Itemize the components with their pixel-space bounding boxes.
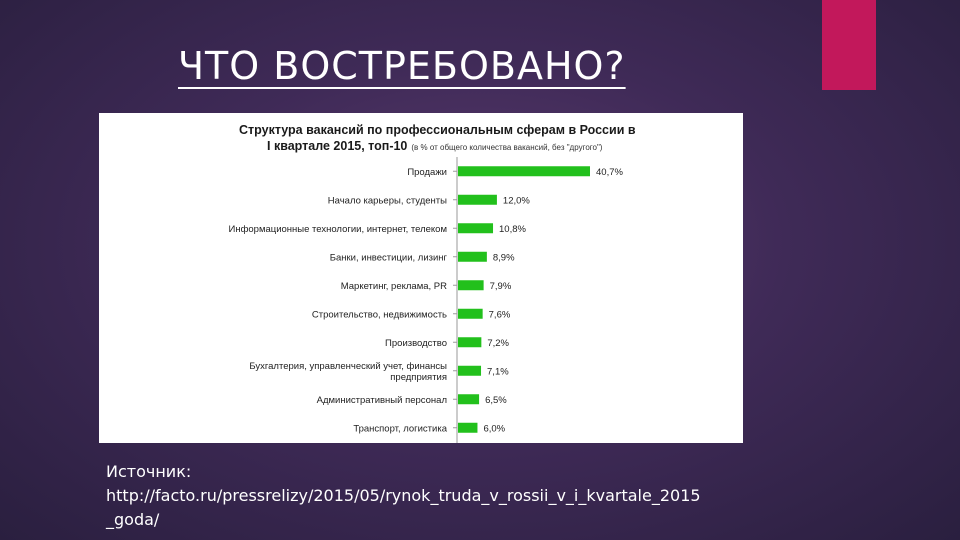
source-url-line1[interactable]: http://facto.ru/pressrelizy/2015/05/ryno… (106, 486, 701, 505)
value-label: 7,6% (489, 309, 511, 320)
value-label: 6,5% (485, 395, 507, 406)
category-label: Транспорт, логистика (353, 423, 447, 434)
slide-title: ЧТО ВОСТРЕБОВАНО? (178, 44, 626, 88)
source-url-line2[interactable]: _goda/ (106, 510, 160, 529)
bar (458, 365, 482, 376)
value-label: 12,0% (503, 195, 530, 206)
category-label: Банки, инвестиции, лизинг (330, 252, 448, 263)
value-label: 7,9% (490, 281, 512, 292)
category-label: Информационные технологии, интернет, тел… (229, 224, 448, 235)
value-label: 6,0% (483, 423, 505, 434)
value-label: 7,1% (487, 366, 509, 377)
value-label: 10,8% (499, 224, 526, 235)
value-label: 40,7% (596, 167, 623, 178)
category-label: Административный персонал (317, 395, 447, 406)
chart-title-line2: I квартале 2015, топ-10 (в % от общего ко… (267, 139, 602, 153)
chart-title-line2-text: I квартале 2015, топ-10 (267, 139, 408, 153)
chart-title-line1: Структура вакансий по профессиональным с… (239, 123, 636, 137)
bar (458, 337, 482, 348)
category-label: предприятия (390, 372, 447, 383)
category-label: Начало карьеры, студенты (328, 195, 447, 206)
category-label: Бухгалтерия, управленческий учет, финанс… (249, 361, 447, 372)
category-label: Маркетинг, реклама, PR (341, 281, 447, 292)
bar (458, 194, 497, 205)
source-block: Источник: http://facto.ru/pressrelizy/20… (106, 460, 806, 532)
bar-chart: 40,7% Продажи 12,0% Начало карьеры, студент… (229, 157, 623, 443)
bar (458, 223, 494, 234)
bar (458, 308, 483, 319)
value-label: 8,9% (493, 252, 515, 263)
chart-panel: Структура вакансий по профессиональным с… (99, 113, 743, 443)
bar (458, 394, 480, 405)
bar (458, 280, 484, 291)
source-label: Источник: (106, 462, 192, 481)
bar (458, 422, 478, 433)
category-label: Строительство, недвижимость (312, 309, 447, 320)
category-label: Производство (385, 338, 447, 349)
chart-subtitle: (в % от общего количества вакансий, без … (411, 143, 603, 152)
accent-rectangle (822, 0, 876, 90)
value-label: 7,2% (487, 338, 509, 349)
category-label: Продажи (407, 167, 447, 178)
bar (458, 166, 590, 177)
bar (458, 251, 487, 262)
